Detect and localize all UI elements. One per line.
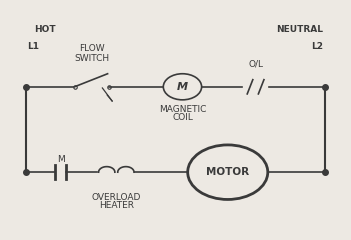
Text: NEUTRAL: NEUTRAL (277, 25, 324, 34)
Text: OVERLOAD: OVERLOAD (92, 192, 141, 202)
Text: FLOW: FLOW (79, 44, 105, 53)
Text: MAGNETIC: MAGNETIC (159, 105, 206, 114)
Text: HEATER: HEATER (99, 201, 134, 210)
Text: HOT: HOT (34, 25, 56, 34)
Text: O/L: O/L (248, 60, 263, 69)
Text: COIL: COIL (172, 113, 193, 122)
Text: M: M (57, 155, 65, 164)
Text: MOTOR: MOTOR (206, 167, 249, 177)
Text: M: M (177, 82, 188, 92)
Text: SWITCH: SWITCH (74, 54, 110, 63)
Text: L1: L1 (27, 42, 40, 51)
Text: L2: L2 (311, 42, 324, 51)
